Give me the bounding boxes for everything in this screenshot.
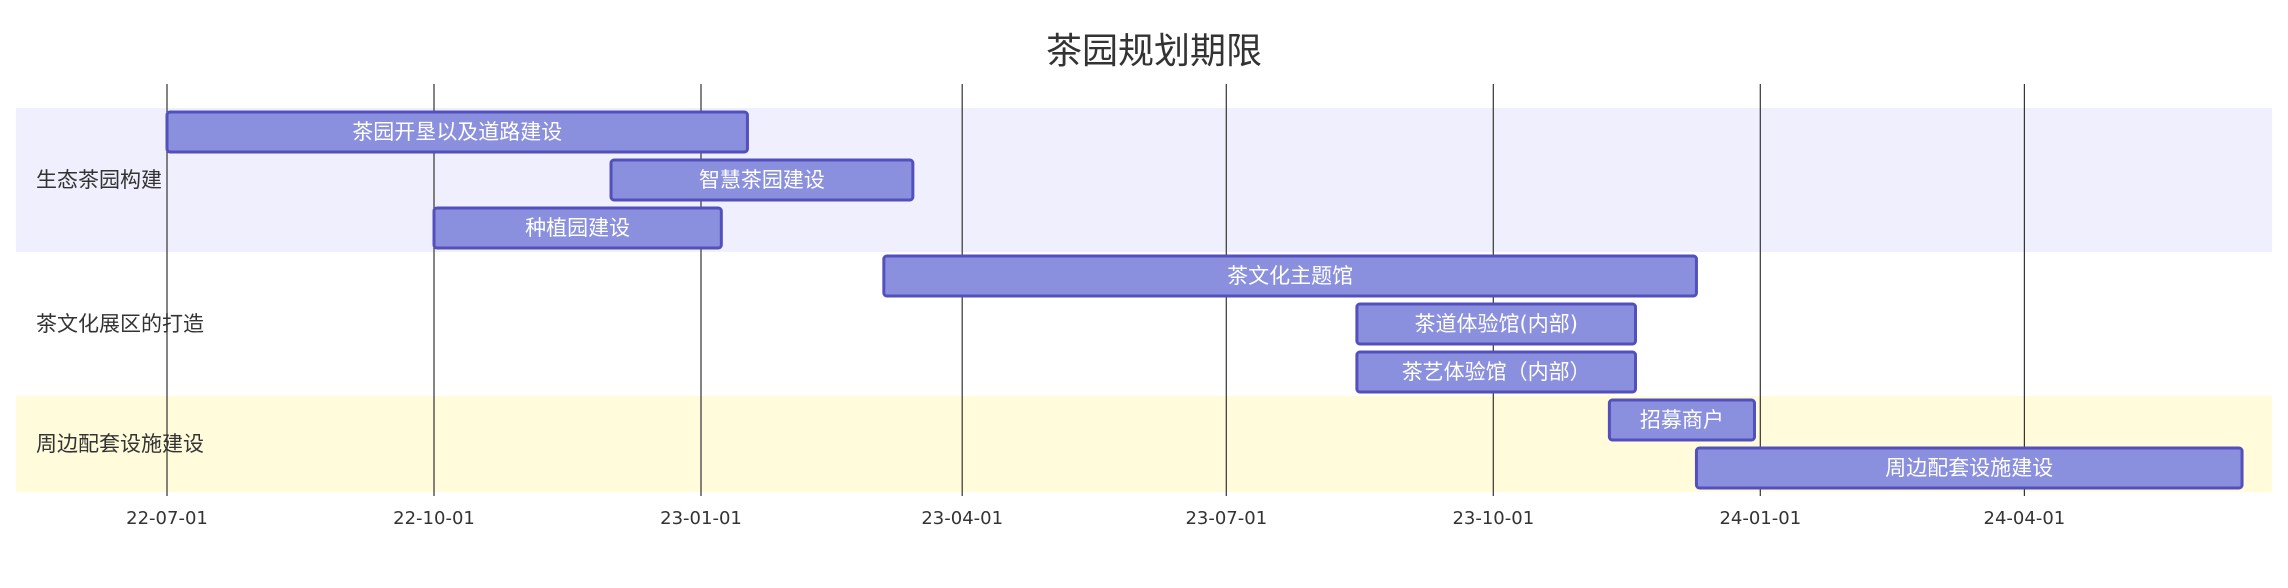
section-bands [16, 108, 2272, 492]
section-label: 周边配套设施建设 [36, 432, 204, 456]
x-tick-label: 24-01-01 [1719, 508, 1801, 529]
x-tick-label: 23-10-01 [1452, 508, 1534, 529]
section-label: 生态茶园构建 [36, 168, 162, 192]
section-label: 茶文化展区的打造 [36, 312, 204, 336]
task-label: 周边配套设施建设 [1885, 456, 2053, 480]
task-label: 茶文化主题馆 [1227, 264, 1353, 288]
x-tick-label: 22-07-01 [126, 508, 208, 529]
task-bar [1607, 398, 1756, 442]
task-label: 招募商户 [1640, 408, 1724, 432]
x-tick-label: 24-04-01 [1984, 508, 2066, 529]
task-bar [1694, 446, 2244, 490]
x-tick-label: 22-10-01 [393, 508, 475, 529]
task-label: 茶园开垦以及道路建设 [352, 120, 562, 144]
task-label: 智慧茶园建设 [699, 168, 825, 192]
tick-labels: 22-07-01 22-10-01 23-01-01 23-04-01 23-07-01… [126, 508, 2065, 529]
x-tick-label: 23-07-01 [1185, 508, 1267, 529]
task-bar [432, 206, 723, 250]
task-label: 种植园建设 [525, 216, 630, 240]
task-bar [1355, 350, 1638, 394]
chart-title: 茶园规划期限 [1046, 31, 1262, 72]
x-tick-label: 23-04-01 [921, 508, 1003, 529]
x-tick-label: 23-01-01 [660, 508, 742, 529]
task-bar [609, 158, 915, 202]
task-label: 茶道体验馆(内部) [1415, 312, 1578, 336]
task-bar [165, 110, 749, 154]
task-bar [1355, 302, 1638, 346]
task-label: 茶艺体验馆（内部） [1402, 360, 1591, 384]
task-bar [882, 254, 1698, 298]
